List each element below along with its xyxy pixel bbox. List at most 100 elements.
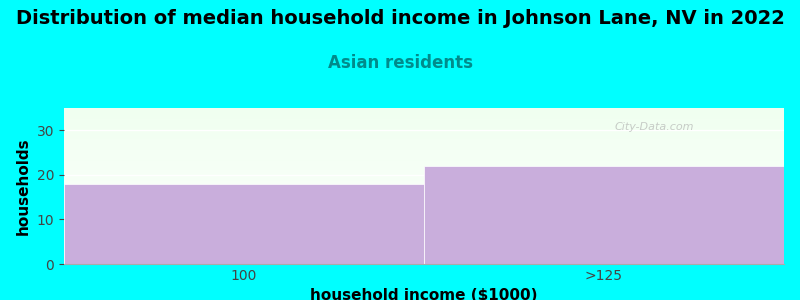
Bar: [64, 147, 784, 148]
Text: City-Data.com: City-Data.com: [614, 122, 694, 132]
Bar: [64, 116, 784, 117]
Bar: [64, 180, 784, 181]
Bar: [64, 146, 784, 147]
Bar: [64, 216, 784, 217]
Bar: [64, 192, 784, 194]
Bar: [64, 248, 784, 250]
Bar: [64, 124, 784, 125]
Bar: [64, 158, 784, 160]
Bar: [64, 122, 784, 124]
Bar: [64, 169, 784, 170]
Bar: [64, 117, 784, 119]
Bar: [64, 170, 784, 172]
Bar: [64, 110, 784, 111]
Bar: [64, 175, 784, 177]
Bar: [64, 134, 784, 136]
Bar: [64, 150, 784, 152]
Bar: [64, 189, 784, 191]
Bar: [64, 139, 784, 141]
Bar: [424, 166, 784, 264]
Bar: [64, 111, 784, 113]
Bar: [64, 186, 784, 188]
Bar: [64, 119, 784, 121]
Bar: [64, 172, 784, 173]
Bar: [64, 184, 424, 264]
Bar: [64, 242, 784, 244]
Bar: [64, 125, 784, 127]
Bar: [64, 247, 784, 248]
Bar: [64, 127, 784, 128]
Text: Asian residents: Asian residents: [327, 54, 473, 72]
Bar: [64, 258, 784, 259]
Bar: [64, 222, 784, 224]
Bar: [64, 245, 784, 247]
Bar: [64, 161, 784, 163]
Bar: [64, 250, 784, 251]
Bar: [64, 225, 784, 226]
Bar: [64, 208, 784, 209]
Bar: [64, 144, 784, 146]
Bar: [64, 128, 784, 130]
Bar: [64, 211, 784, 212]
Bar: [64, 177, 784, 178]
Bar: [64, 253, 784, 255]
Bar: [64, 164, 784, 166]
Bar: [64, 262, 784, 264]
Bar: [64, 256, 784, 258]
Bar: [64, 224, 784, 225]
Bar: [64, 197, 784, 199]
Bar: [64, 206, 784, 208]
Bar: [64, 167, 784, 169]
Bar: [64, 136, 784, 138]
Bar: [64, 181, 784, 183]
Bar: [64, 133, 784, 134]
Bar: [64, 205, 784, 206]
Bar: [64, 156, 784, 158]
Bar: [64, 234, 784, 236]
Bar: [64, 259, 784, 261]
Bar: [64, 212, 784, 214]
Bar: [64, 230, 784, 231]
Bar: [64, 160, 784, 161]
Bar: [64, 166, 784, 167]
Bar: [64, 178, 784, 180]
Bar: [64, 251, 784, 253]
Bar: [64, 163, 784, 164]
Bar: [64, 195, 784, 197]
Bar: [64, 173, 784, 175]
Bar: [64, 241, 784, 242]
Bar: [64, 121, 784, 122]
Bar: [64, 231, 784, 233]
X-axis label: household income ($1000): household income ($1000): [310, 288, 538, 300]
Bar: [64, 202, 784, 203]
Bar: [64, 141, 784, 142]
Bar: [64, 219, 784, 220]
Bar: [64, 200, 784, 202]
Bar: [64, 199, 784, 200]
Bar: [64, 114, 784, 116]
Text: Distribution of median household income in Johnson Lane, NV in 2022: Distribution of median household income …: [15, 9, 785, 28]
Bar: [64, 238, 784, 239]
Bar: [64, 244, 784, 245]
Bar: [64, 130, 784, 131]
Bar: [64, 194, 784, 195]
Bar: [64, 148, 784, 150]
Bar: [64, 138, 784, 139]
Bar: [64, 152, 784, 153]
Bar: [64, 153, 784, 155]
Bar: [64, 236, 784, 238]
Bar: [64, 155, 784, 156]
Bar: [64, 108, 784, 110]
Bar: [64, 220, 784, 222]
Bar: [64, 255, 784, 256]
Bar: [64, 188, 784, 189]
Bar: [64, 217, 784, 219]
Bar: [64, 184, 784, 186]
Bar: [64, 214, 784, 216]
Bar: [64, 226, 784, 228]
Bar: [64, 239, 784, 241]
Bar: [64, 183, 784, 184]
Bar: [64, 203, 784, 205]
Bar: [64, 191, 784, 192]
Bar: [64, 209, 784, 211]
